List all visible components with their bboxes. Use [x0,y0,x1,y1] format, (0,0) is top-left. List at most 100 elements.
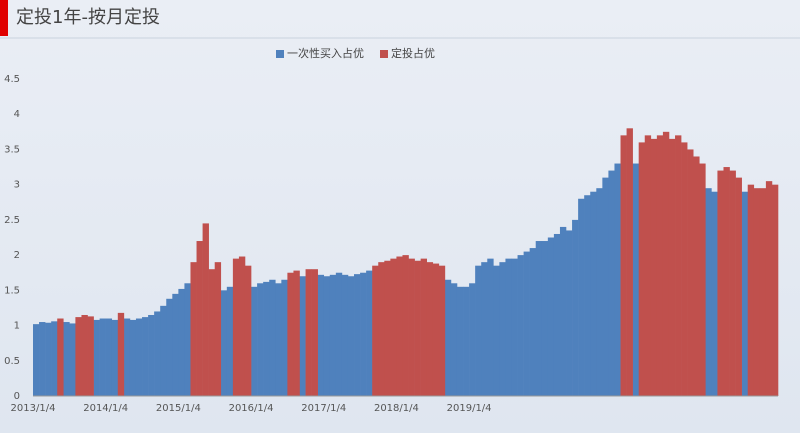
bar [644,135,652,396]
bar [723,167,730,396]
y-tick-label: 1 [14,321,20,332]
bar [184,283,191,396]
legend-swatch [276,50,284,58]
bar [154,311,161,396]
bar [541,241,549,396]
bar [650,138,658,396]
bar [81,314,88,396]
bar [414,260,421,396]
bar [329,274,337,396]
bar [711,191,718,396]
bar [238,256,246,396]
bar [426,262,434,396]
bar [51,321,58,396]
bar [535,241,543,396]
x-tick-label: 2018/1/4 [374,403,419,414]
bar [566,230,573,396]
x-tick-label: 2019/1/4 [447,403,492,414]
bar [75,317,82,396]
bar [299,276,306,396]
bar [220,290,228,396]
bar [620,135,627,396]
bar [675,135,682,396]
bar [505,258,512,396]
bar [444,279,452,396]
x-tick-label: 2016/1/4 [229,403,274,414]
bar [487,258,494,396]
bar [305,269,312,396]
bar [323,276,331,396]
bar [759,188,767,396]
bar [57,318,64,396]
y-tick-label: 0 [14,391,20,402]
x-tick-label: 2017/1/4 [301,403,346,414]
legend-label: 定投占优 [391,46,435,60]
y-tick-label: 2.5 [4,215,20,226]
bar [269,279,276,396]
bar [214,262,222,396]
bar [317,274,325,396]
bar [45,322,52,396]
bar [190,262,197,396]
bar [481,262,488,396]
x-tick-label: 2013/1/4 [11,403,56,414]
bar [456,286,464,396]
bar [517,255,524,396]
bar [511,258,518,396]
bar [553,233,561,396]
bar [662,131,670,397]
y-tick-label: 2 [14,250,20,261]
bar [311,269,318,396]
y-tick-label: 0.5 [4,356,20,367]
bar [390,258,397,396]
bar [547,237,555,396]
bar [499,262,506,396]
bar [699,163,706,396]
bar [747,184,755,396]
chart-title: 定投1年-按月定投 [16,7,160,28]
bar [559,226,567,396]
bar [135,318,143,396]
bar [638,142,646,396]
bar [432,263,440,396]
bar [366,270,373,396]
bar [87,316,94,396]
bar [687,149,694,396]
bar [584,195,591,396]
bar [33,324,40,396]
bar [275,283,282,396]
y-tick-label: 4 [14,109,20,120]
bar [244,265,252,396]
bar [384,260,391,396]
bar [360,272,367,396]
bar [69,323,76,396]
bar [729,170,736,396]
bar [160,305,167,396]
bar [596,188,603,396]
bar [438,265,446,396]
bar [232,258,240,396]
legend-label: 一次性买入占优 [287,46,364,60]
bar [105,318,113,396]
bar [408,258,415,396]
bar [335,272,343,396]
bar [257,283,264,396]
bar [450,283,458,396]
bar [469,283,476,396]
bar [693,156,700,396]
bar [39,322,46,396]
legend-swatch [380,50,388,58]
bar [572,219,579,396]
bar [493,265,500,396]
y-tick-label: 3.5 [4,144,20,155]
bar [287,272,294,396]
bar [771,184,779,396]
y-tick-label: 1.5 [4,285,20,296]
bar [402,255,409,396]
bar [632,163,639,396]
bar [166,298,173,396]
bar [172,293,179,396]
bar [590,191,597,396]
